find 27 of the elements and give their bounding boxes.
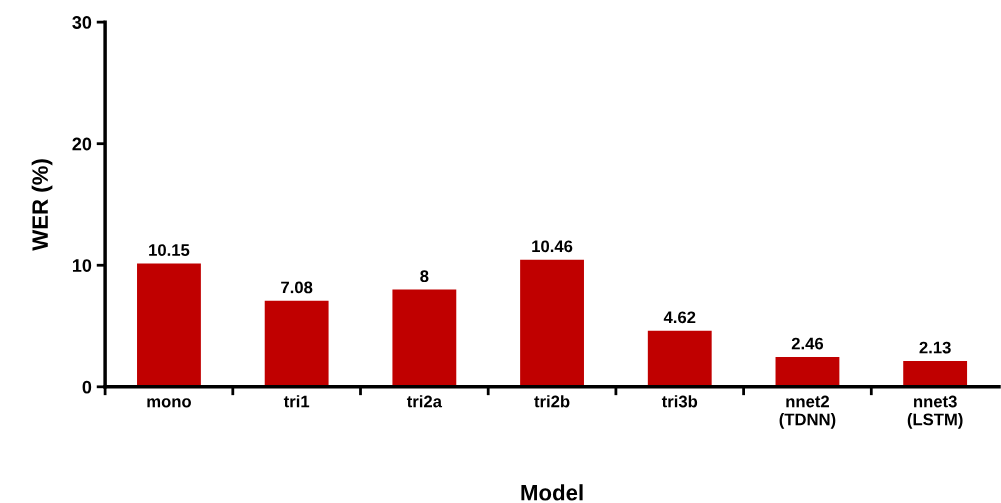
bar bbox=[775, 356, 840, 387]
bar bbox=[137, 263, 201, 387]
bar bbox=[392, 289, 457, 387]
data-label: 8 bbox=[420, 270, 429, 283]
y-axis-title: WER (%) bbox=[31, 159, 53, 251]
x-axis-title: Model bbox=[521, 484, 583, 501]
data-label: 2.13 bbox=[919, 341, 951, 354]
data-label: 4.62 bbox=[663, 311, 696, 324]
bar bbox=[520, 259, 584, 387]
x-tick-label: tri2a bbox=[406, 395, 443, 408]
bar bbox=[264, 300, 329, 387]
bar bbox=[647, 330, 712, 387]
x-tick-label: tri3b bbox=[661, 395, 698, 408]
data-label: 2.46 bbox=[791, 337, 824, 350]
y-tick-label: 30 bbox=[72, 16, 92, 29]
y-tick-label: 20 bbox=[72, 137, 92, 151]
x-tick-label: tri1 bbox=[283, 395, 310, 408]
data-label: 10.46 bbox=[532, 240, 573, 253]
x-tick-label: nnet3 (LSTM) bbox=[907, 395, 963, 429]
y-tick-label: 0 bbox=[82, 380, 92, 394]
y-tick-label: 10 bbox=[72, 259, 92, 272]
data-label: 10.15 bbox=[149, 244, 190, 256]
x-tick-label: nnet2 (TDNN) bbox=[779, 395, 836, 429]
bar bbox=[903, 360, 968, 387]
data-label: 7.08 bbox=[281, 281, 313, 294]
x-tick-label: tri2b bbox=[534, 395, 570, 408]
x-tick-label: mono bbox=[147, 398, 191, 408]
